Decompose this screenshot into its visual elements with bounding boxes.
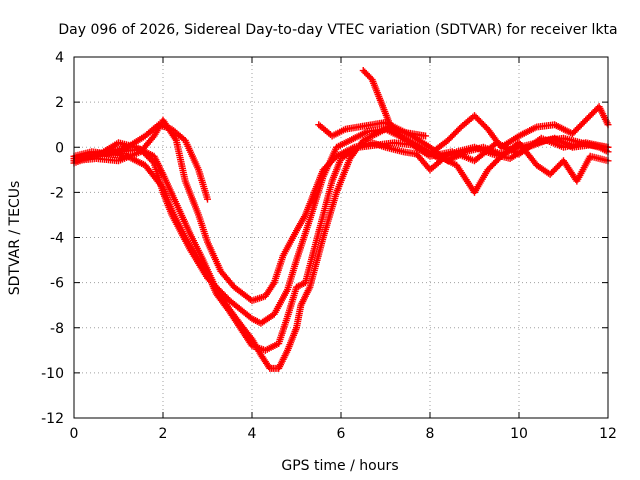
series-track-g: [359, 67, 430, 140]
x-tick-label: 6: [337, 426, 346, 442]
x-tick-label: 12: [599, 426, 617, 442]
data-point-marker: [422, 132, 430, 140]
data-points: [70, 67, 612, 372]
grid-lines: [74, 57, 608, 418]
y-axis-label: SDTVAR / TECUs: [7, 181, 23, 296]
y-tick-label: -2: [50, 185, 64, 201]
plot-frame: [73, 56, 609, 419]
x-tick-label: 2: [159, 426, 168, 442]
chart-title: Day 096 of 2026, Sidereal Day-to-day VTE…: [58, 22, 617, 38]
y-tick-label: -8: [50, 321, 64, 337]
y-tick-label: -10: [41, 366, 64, 382]
data-point-marker: [204, 195, 211, 203]
y-tick-label: 2: [55, 95, 64, 111]
x-tick-label: 0: [70, 426, 79, 442]
series-track-d: [70, 134, 612, 354]
x-tick-label: 10: [510, 426, 528, 442]
y-tick-label: -4: [50, 231, 64, 247]
y-tick-label: 4: [55, 50, 64, 66]
x-axis-label: GPS time / hours: [281, 458, 398, 474]
y-tick-label: -6: [50, 276, 64, 292]
y-tick-label: -12: [41, 411, 64, 427]
series-track-c: [70, 116, 612, 305]
x-tick-label: 4: [248, 426, 257, 442]
y-tick-label: 0: [55, 140, 64, 156]
x-tick-label: 8: [426, 426, 435, 442]
data-point-marker: [393, 126, 401, 134]
axes: 0 2 4 6 8 10 12 -12 -10 -8 -6 -4 -2 0 2 4: [41, 50, 617, 442]
